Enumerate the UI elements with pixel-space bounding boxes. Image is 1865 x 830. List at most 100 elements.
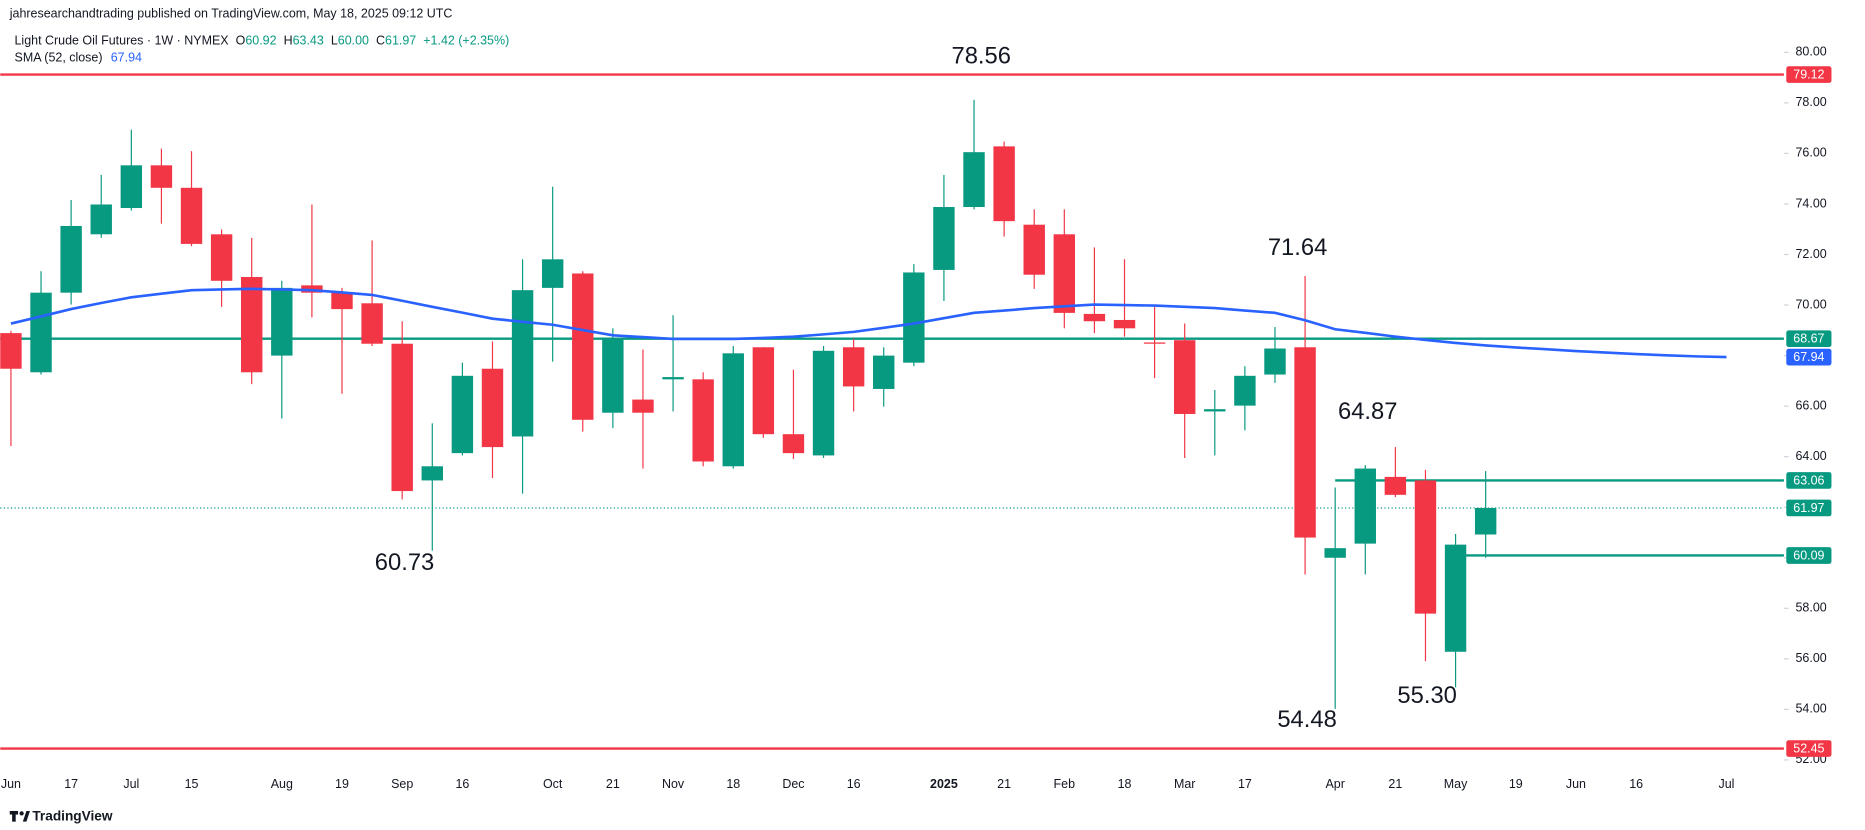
candle-body	[662, 377, 684, 380]
sma-legend: SMA (52, close) 67.94	[15, 51, 143, 65]
candle-body	[903, 272, 925, 363]
candle-body	[1474, 507, 1497, 535]
level-tag-bg	[1786, 547, 1832, 564]
last-price-tag-bg	[1786, 499, 1832, 517]
candle-body	[1173, 340, 1196, 414]
candle-body	[90, 204, 112, 235]
candle-body	[933, 207, 955, 270]
candle-body	[421, 466, 443, 481]
x-tick-label: 18	[1118, 777, 1132, 791]
level-tag-bg	[1786, 740, 1832, 757]
annotation: 54.48	[1277, 706, 1336, 733]
ohlc-value: 60.92	[245, 34, 276, 48]
candle-body	[812, 350, 835, 456]
y-tick-label: 72.00	[1796, 247, 1827, 261]
x-tick-label: Feb	[1054, 777, 1076, 791]
candle-body	[1113, 319, 1136, 329]
candle-body	[782, 434, 805, 454]
candle-body	[1294, 347, 1316, 538]
candle-body	[120, 165, 143, 209]
candle-body	[993, 146, 1015, 222]
sma-tag-bg	[1786, 348, 1832, 366]
candle-body	[481, 368, 504, 448]
ohlc-value: 63.43	[293, 34, 324, 48]
x-tick-label: 15	[185, 777, 199, 791]
candle-body	[1143, 342, 1166, 344]
y-tick-label: 76.00	[1796, 146, 1827, 160]
plot-area: 52.0054.0056.0058.0060.0062.0064.0066.00…	[0, 45, 1832, 791]
level-tag-bg	[1786, 330, 1832, 347]
x-tick-label: 17	[64, 777, 78, 791]
x-tick-label: 16	[847, 777, 861, 791]
x-tick-label: Sep	[391, 777, 413, 791]
ohlc-key: L	[331, 34, 338, 48]
candle-body	[1023, 224, 1045, 275]
candle-body	[451, 375, 474, 454]
x-tick-label: 16	[1629, 777, 1643, 791]
candle-body	[541, 259, 564, 288]
logo-part	[19, 811, 24, 816]
candle-body	[1204, 409, 1226, 412]
x-tick-label: Jul	[123, 777, 139, 791]
candle-body	[1384, 476, 1407, 495]
candle-body	[1083, 313, 1106, 322]
candle-body	[1414, 480, 1437, 614]
x-tick-label: Jun	[1566, 777, 1586, 791]
x-tick-label: Aug	[271, 777, 293, 791]
ohlc-value: 61.97	[385, 34, 416, 48]
candle-body	[1354, 468, 1376, 544]
x-tick-label: May	[1444, 777, 1468, 791]
candle-body	[210, 234, 233, 281]
candle-body	[1234, 375, 1256, 406]
annotation: 78.56	[952, 42, 1011, 69]
x-tick-label: 18	[726, 777, 740, 791]
level-tag: 52.45	[1793, 741, 1824, 755]
ohlc-value: 60.00	[338, 34, 369, 48]
candle-body	[602, 338, 624, 413]
level-tag: 60.09	[1793, 548, 1824, 562]
x-tick-label: Oct	[543, 777, 563, 791]
ohlc-key: C	[376, 34, 385, 48]
candle-body	[30, 292, 52, 373]
level-tag-bg	[1786, 472, 1832, 489]
y-tick-label: 54.00	[1796, 702, 1827, 716]
symbol: Light Crude Oil Futures · 1W · NYMEX	[15, 34, 230, 48]
x-tick-label: 16	[455, 777, 469, 791]
y-tick-label: 80.00	[1796, 45, 1827, 59]
candle-body	[692, 379, 714, 462]
x-tick-label: 21	[1388, 777, 1402, 791]
footer-logo: TradingView	[9, 809, 113, 824]
sma-line	[10, 287, 1727, 359]
candle-body	[873, 355, 895, 389]
candle-body	[361, 303, 383, 344]
logo-part	[22, 810, 30, 822]
ohlc-key: O	[236, 34, 246, 48]
y-tick-label: 64.00	[1796, 449, 1827, 463]
change: +1.42 (+2.35%)	[423, 34, 509, 48]
candle-body	[1444, 544, 1467, 652]
annotation: 60.73	[375, 549, 434, 576]
level-tag: 79.12	[1793, 67, 1824, 81]
candle-body	[1053, 234, 1076, 313]
candle-body	[0, 333, 22, 369]
x-tick-label: 2025	[930, 777, 958, 791]
x-tick-label: Dec	[782, 777, 804, 791]
x-tick-label: 21	[606, 777, 620, 791]
x-tick-label: 21	[997, 777, 1011, 791]
x-tick-label: Jun	[1, 777, 21, 791]
y-tick-label: 56.00	[1796, 651, 1827, 665]
x-tick-label: Jul	[1718, 777, 1734, 791]
candle-body	[180, 187, 203, 244]
candle-body	[632, 399, 654, 413]
candle-body	[1264, 348, 1286, 375]
logo-part	[12, 810, 16, 822]
sma-last-value: 67.94	[111, 51, 142, 65]
x-tick-label: 19	[335, 777, 349, 791]
candle-body	[391, 343, 413, 492]
candle-body	[842, 347, 865, 387]
x-tick-label: 17	[1238, 777, 1252, 791]
annotation: 64.87	[1338, 398, 1397, 425]
last-price-tag: 61.97	[1793, 501, 1824, 515]
